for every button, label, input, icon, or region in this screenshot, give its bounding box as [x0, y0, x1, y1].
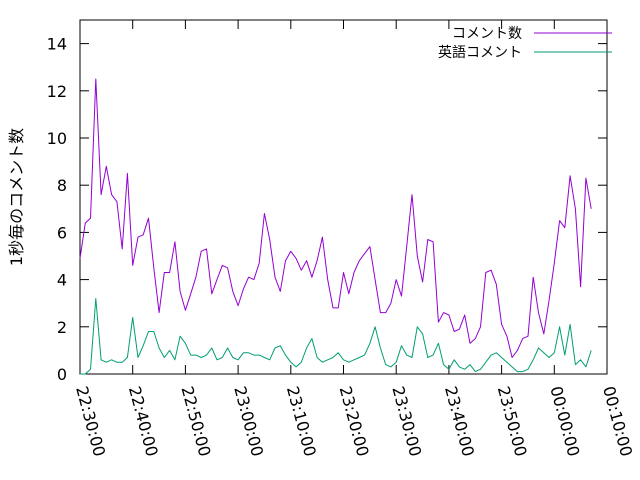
y-tick-label: 14: [47, 35, 67, 54]
y-tick-label: 0: [57, 365, 67, 384]
y-tick-label: 12: [47, 82, 67, 101]
legend-label: コメント数: [452, 26, 522, 42]
series-layer: [79, 78, 592, 375]
y-tick-label: 10: [47, 129, 67, 148]
series-line-0: [79, 78, 592, 358]
y-tick-label: 4: [57, 271, 67, 290]
y-tick-label: 8: [57, 176, 67, 195]
y-tick-label: 6: [57, 223, 67, 242]
series-line-1: [80, 298, 592, 375]
legend-label: 英語コメント: [438, 44, 522, 61]
y-tick-label: 2: [57, 318, 67, 337]
y-axis-label: 1秒毎のコメント数: [7, 128, 26, 266]
